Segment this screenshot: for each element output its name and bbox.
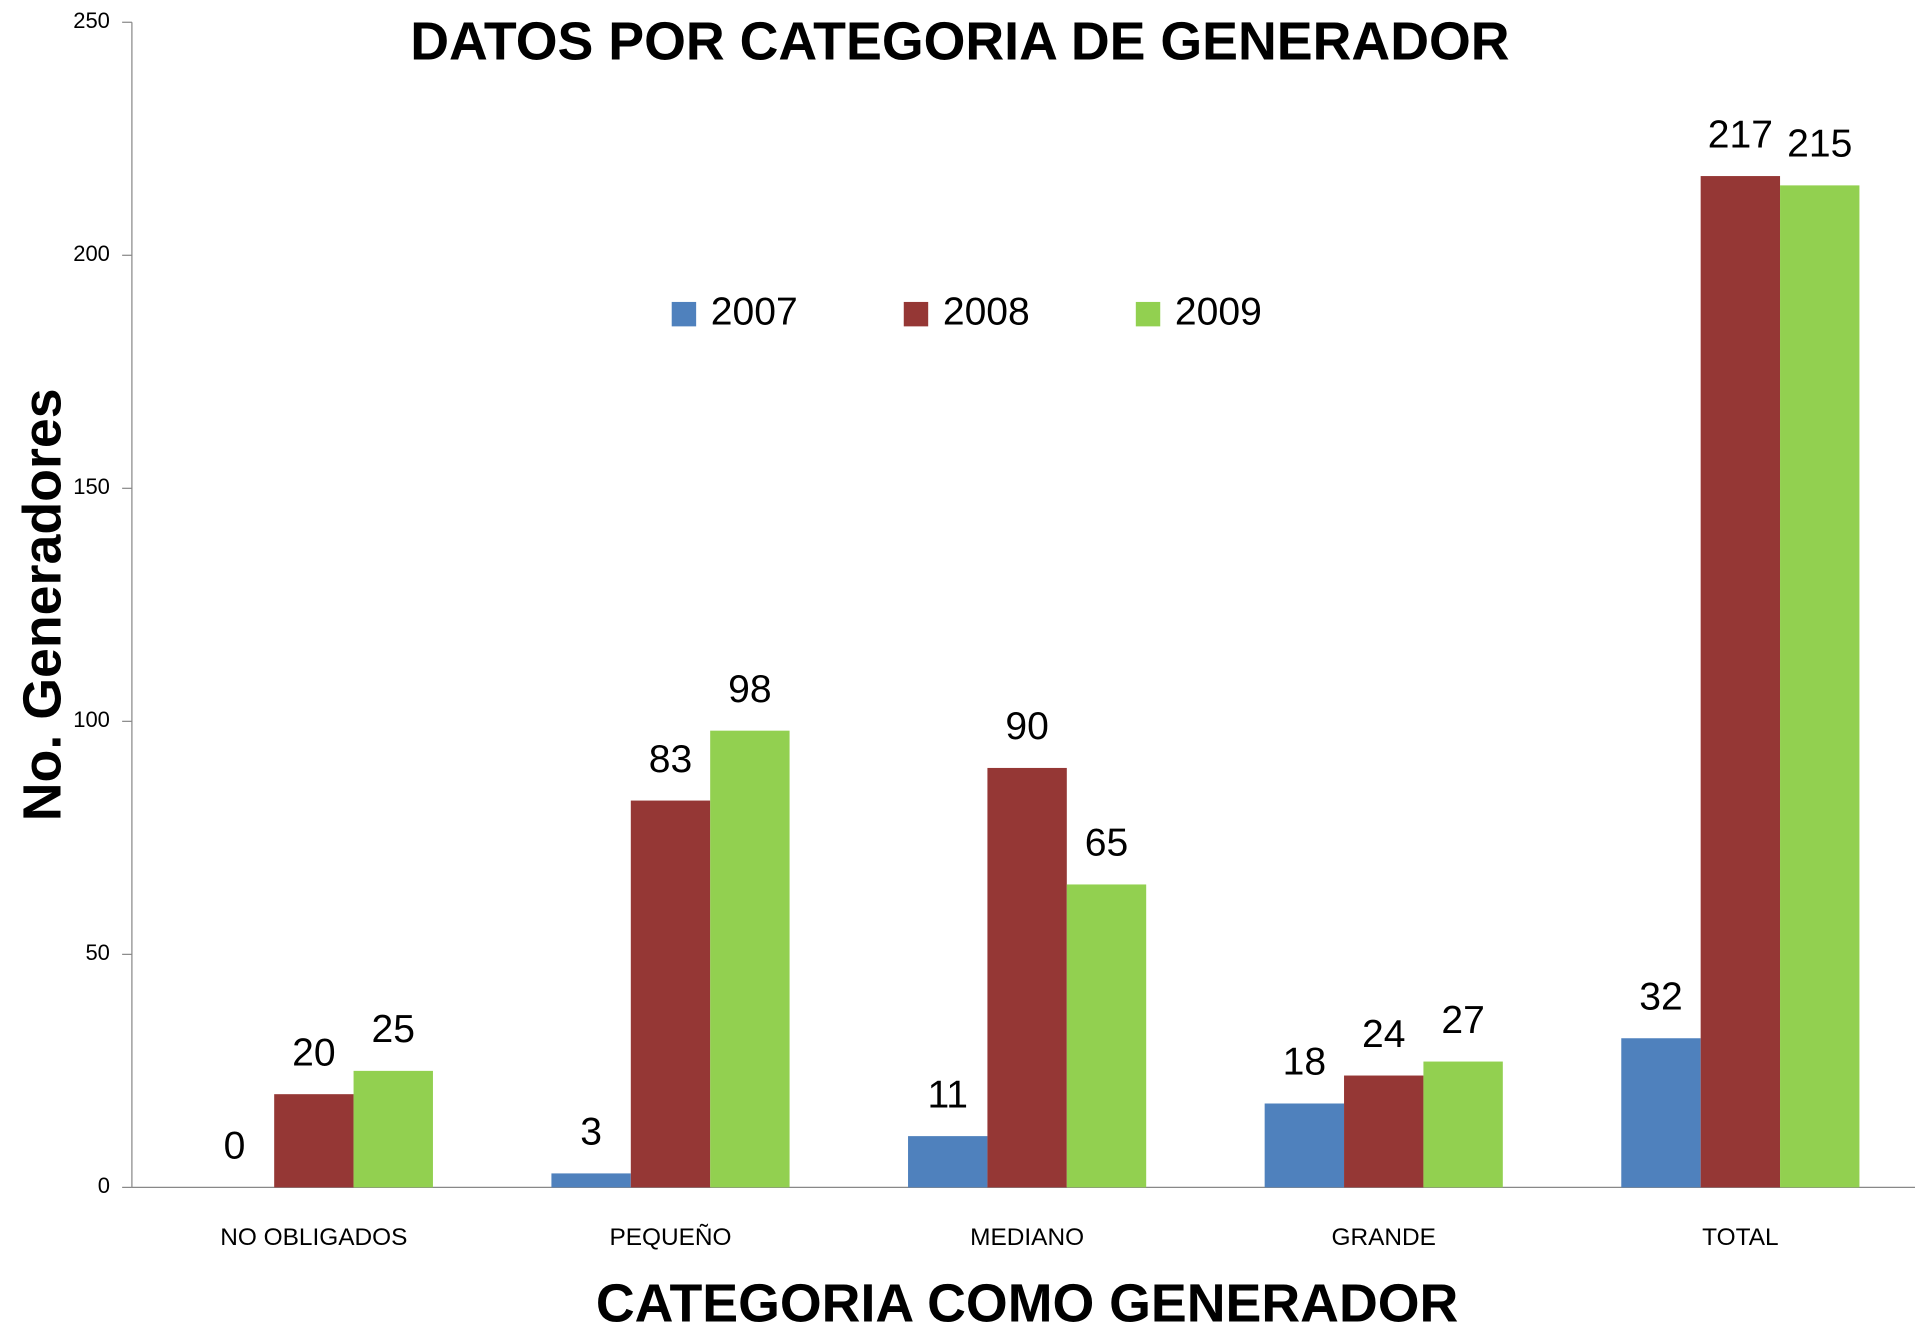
chart-title: DATOS POR CATEGORIA DE GENERADOR xyxy=(410,12,1509,72)
y-axis-title: No. Generadores xyxy=(13,388,73,821)
x-tick-label: NO OBLIGADOS xyxy=(220,1224,407,1251)
bar xyxy=(1621,1038,1701,1188)
bar xyxy=(1344,1075,1424,1188)
x-tick-label: TOTAL xyxy=(1702,1224,1778,1251)
bar xyxy=(551,1173,631,1188)
data-label: 217 xyxy=(1708,113,1773,156)
bar xyxy=(987,767,1067,1188)
data-label: 215 xyxy=(1787,123,1852,166)
x-tick-label: PEQUEÑO xyxy=(609,1224,731,1251)
legend-label: 2008 xyxy=(943,290,1030,333)
data-label: 18 xyxy=(1283,1041,1326,1084)
x-axis-title: CATEGORIA COMO GENERADOR xyxy=(596,1273,1458,1333)
data-label: 0 xyxy=(224,1125,246,1168)
y-tick-label: 150 xyxy=(73,474,110,499)
y-tick-label: 50 xyxy=(85,940,109,965)
bar xyxy=(1700,176,1781,1188)
y-tick-label: 200 xyxy=(73,241,110,266)
bar xyxy=(1066,884,1147,1188)
data-label: 32 xyxy=(1639,975,1682,1018)
data-label: 90 xyxy=(1005,705,1048,748)
data-label: 65 xyxy=(1085,822,1128,865)
x-tick-label: MEDIANO xyxy=(970,1224,1084,1251)
bar xyxy=(630,800,711,1188)
y-tick-label: 250 xyxy=(73,8,110,33)
data-label: 24 xyxy=(1362,1013,1405,1056)
legend-swatch xyxy=(671,301,697,327)
bar xyxy=(908,1136,988,1188)
bar xyxy=(1264,1103,1345,1188)
data-label: 83 xyxy=(649,738,692,781)
data-label: 27 xyxy=(1441,999,1484,1042)
x-tick-label: GRANDE xyxy=(1332,1224,1436,1251)
data-label: 20 xyxy=(292,1031,335,1074)
bar xyxy=(353,1070,433,1188)
y-tick-label: 100 xyxy=(73,707,110,732)
data-label: 98 xyxy=(728,668,771,711)
legend-swatch xyxy=(1135,301,1161,327)
legend-label: 2007 xyxy=(711,290,798,333)
bar xyxy=(1423,1061,1503,1188)
legend-label: 2009 xyxy=(1175,290,1262,333)
legend-swatch xyxy=(903,301,929,327)
bar xyxy=(710,730,790,1188)
data-label: 25 xyxy=(372,1008,415,1051)
y-tick-label: 0 xyxy=(98,1173,110,1198)
bar xyxy=(1780,185,1860,1188)
bar xyxy=(274,1094,354,1188)
data-label: 11 xyxy=(927,1073,968,1116)
data-label: 3 xyxy=(580,1111,602,1154)
